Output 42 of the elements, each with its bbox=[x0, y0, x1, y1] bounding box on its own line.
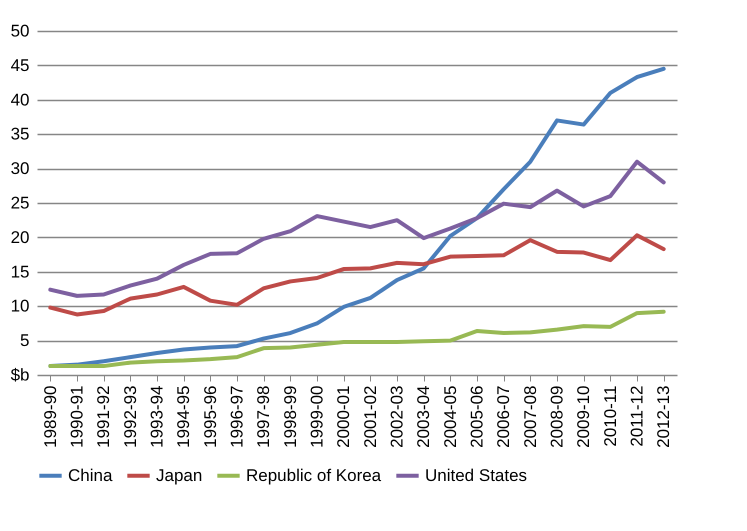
y-tick-label: 45 bbox=[10, 56, 30, 75]
y-tick-label: 5 bbox=[20, 331, 30, 350]
x-tick-label: 2011-12 bbox=[628, 386, 646, 447]
x-tick-label: 2009-10 bbox=[574, 386, 594, 448]
x-tick-label: 1996-97 bbox=[228, 386, 246, 448]
x-tick-label: 1995-96 bbox=[200, 386, 220, 448]
line-series bbox=[48, 310, 666, 368]
x-tick-label: 1990-91 bbox=[68, 386, 86, 448]
x-tick-label: 2004-05 bbox=[440, 386, 460, 448]
x-tick-label: 1992-93 bbox=[120, 386, 140, 448]
x-tick-label: 2003-04 bbox=[414, 386, 434, 448]
x-tick-label: 1989-90 bbox=[40, 386, 60, 448]
x-tick-label: 2012-13 bbox=[654, 386, 674, 448]
legend-label: United States bbox=[425, 466, 528, 485]
x-tick-label: 2007-08 bbox=[520, 386, 540, 448]
x-tick-label: 1994-95 bbox=[174, 386, 194, 448]
x-tick-label: 2000-01 bbox=[334, 386, 354, 448]
x-tick-label: 1999-00 bbox=[308, 386, 326, 448]
x-tick-label: 2008-09 bbox=[548, 386, 566, 448]
x-tick-label: 2005-06 bbox=[468, 386, 486, 448]
legend-label: Japan bbox=[156, 466, 202, 485]
y-tick-label: 30 bbox=[10, 159, 30, 178]
line-series bbox=[48, 160, 666, 298]
y-tick-label: $b bbox=[10, 366, 30, 384]
y-tick-label: 35 bbox=[10, 124, 30, 144]
x-tick-label: 2010-11 bbox=[600, 386, 620, 447]
y-tick-label: 10 bbox=[10, 296, 30, 316]
legend-label: China bbox=[68, 466, 113, 485]
y-tick-label: 20 bbox=[10, 228, 30, 247]
x-tick-label: 1991-92 bbox=[94, 386, 114, 448]
x-tick-label: 2002-03 bbox=[388, 386, 406, 448]
x-tick-label: 2001-02 bbox=[360, 386, 380, 448]
x-tick-label: 1998-99 bbox=[280, 386, 300, 448]
line-series bbox=[48, 233, 666, 316]
legend-label: Republic of Korea bbox=[246, 466, 382, 485]
x-tick-label: 1997-98 bbox=[254, 386, 274, 448]
x-tick-label: 1993-94 bbox=[148, 386, 166, 448]
y-tick-label: 40 bbox=[10, 90, 30, 110]
y-tick-label: 15 bbox=[10, 262, 30, 282]
y-tick-label: 25 bbox=[10, 194, 30, 212]
x-tick-label: 2006-07 bbox=[494, 386, 514, 448]
y-tick-label: 50 bbox=[10, 22, 30, 40]
